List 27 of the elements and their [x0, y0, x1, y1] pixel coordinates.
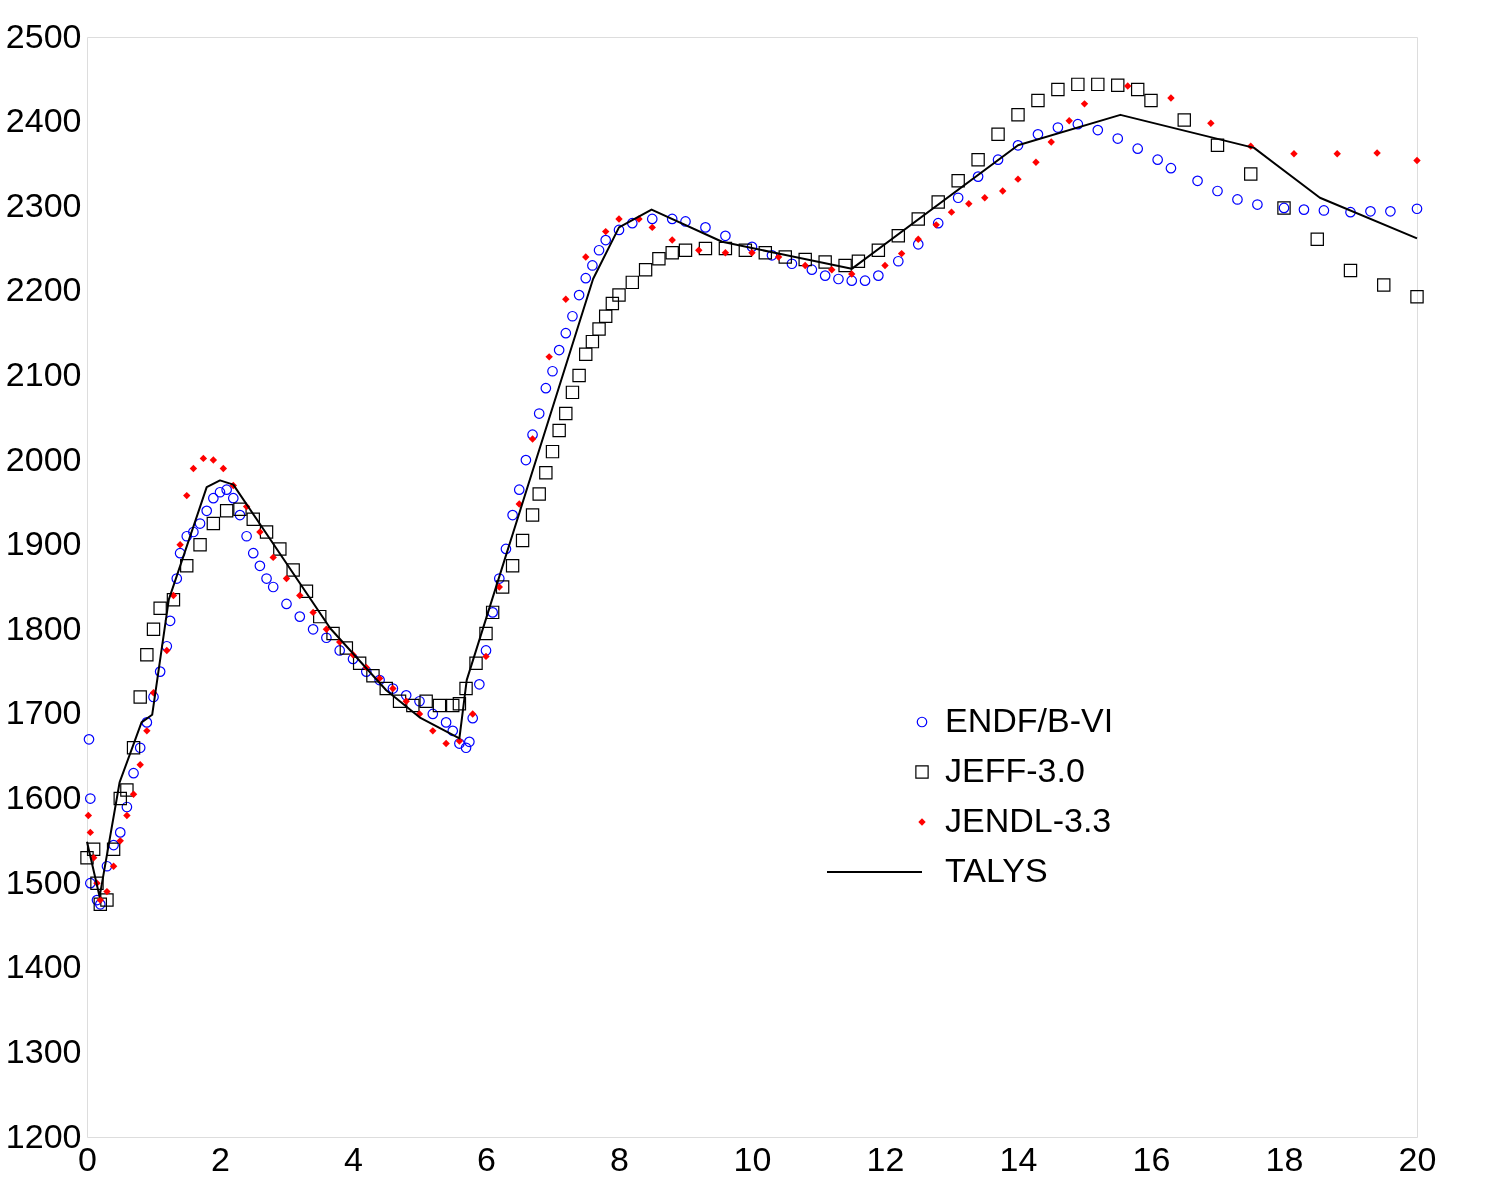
x-tick-label: 16: [1132, 1139, 1171, 1178]
x-tick-label: 6: [477, 1139, 496, 1178]
x-tick-label: 20: [1398, 1139, 1437, 1178]
x-tick-label: 8: [610, 1139, 629, 1178]
x-tick-label: 12: [866, 1139, 905, 1178]
x-tick-label: 10: [733, 1139, 772, 1178]
x-tick-label: 4: [344, 1139, 363, 1178]
y-tick-label: 2500: [5, 16, 82, 55]
legend-label: TALYS: [945, 851, 1048, 889]
x-tick-label: 2: [211, 1139, 230, 1178]
y-tick-label: 2200: [5, 270, 82, 309]
y-tick-label: 1900: [5, 524, 82, 563]
y-tick-label: 1400: [5, 947, 82, 986]
y-tick-label: 1600: [5, 778, 82, 817]
legend-label: ENDF/B-VI: [945, 701, 1114, 739]
y-tick-label: 1300: [5, 1031, 82, 1070]
y-tick-label: 1700: [5, 693, 82, 732]
x-tick-label: 14: [999, 1139, 1038, 1178]
y-tick-label: 2100: [5, 354, 82, 393]
y-tick-label: 1500: [5, 862, 82, 901]
legend-label: JENDL-3.3: [945, 801, 1112, 839]
y-tick-label: 2300: [5, 185, 82, 224]
y-tick-label: 1800: [5, 608, 82, 647]
y-tick-label: 2400: [5, 101, 82, 140]
legend-label: JEFF-3.0: [945, 751, 1085, 789]
x-tick-label: 18: [1265, 1139, 1304, 1178]
y-tick-label: 2000: [5, 439, 82, 478]
